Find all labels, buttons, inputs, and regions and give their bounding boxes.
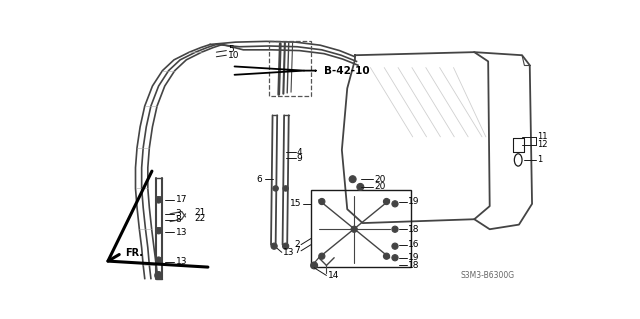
Text: 17: 17	[175, 196, 187, 204]
Text: 13: 13	[175, 228, 187, 237]
Text: 14: 14	[328, 271, 339, 280]
Text: S3M3-B6300G: S3M3-B6300G	[460, 271, 515, 280]
Text: 3: 3	[175, 209, 181, 218]
Circle shape	[351, 226, 357, 232]
Text: 18: 18	[408, 261, 420, 270]
Text: 1: 1	[538, 155, 543, 164]
Circle shape	[312, 264, 316, 267]
Circle shape	[157, 258, 160, 262]
Ellipse shape	[515, 154, 522, 166]
Circle shape	[385, 200, 388, 203]
Circle shape	[394, 228, 397, 231]
Text: 2: 2	[294, 240, 300, 249]
Text: 6: 6	[257, 175, 262, 184]
Text: 20: 20	[374, 182, 385, 191]
Circle shape	[275, 187, 277, 190]
Text: 19: 19	[408, 253, 420, 262]
Circle shape	[156, 197, 162, 203]
Text: B-42-10: B-42-10	[324, 66, 370, 76]
Text: 11: 11	[538, 132, 548, 141]
Text: 5: 5	[228, 45, 234, 54]
Text: 9: 9	[296, 154, 302, 163]
Text: 10: 10	[228, 51, 239, 60]
Text: 8: 8	[175, 216, 181, 225]
Circle shape	[392, 201, 398, 207]
Circle shape	[358, 185, 362, 189]
Circle shape	[319, 198, 325, 204]
Text: 18: 18	[408, 225, 420, 234]
Text: FR.: FR.	[125, 248, 143, 258]
Circle shape	[157, 198, 160, 202]
Circle shape	[319, 253, 325, 259]
Circle shape	[283, 243, 289, 249]
Bar	[269, 41, 311, 96]
Circle shape	[392, 226, 398, 232]
Circle shape	[320, 255, 323, 258]
Circle shape	[155, 271, 163, 279]
Text: 21: 21	[195, 208, 206, 217]
Text: 15: 15	[289, 199, 301, 208]
Text: 4: 4	[296, 148, 302, 157]
Circle shape	[157, 273, 161, 277]
Text: 16: 16	[408, 240, 420, 249]
Circle shape	[284, 245, 287, 248]
Circle shape	[394, 256, 397, 259]
Circle shape	[156, 228, 162, 234]
Circle shape	[394, 245, 397, 248]
Text: 19: 19	[408, 197, 420, 206]
Circle shape	[271, 243, 277, 249]
Circle shape	[394, 202, 397, 205]
Circle shape	[273, 245, 276, 248]
Circle shape	[353, 228, 356, 231]
Circle shape	[157, 229, 160, 232]
Text: 13: 13	[175, 257, 187, 266]
Circle shape	[273, 186, 278, 191]
Circle shape	[392, 255, 398, 261]
Text: 22: 22	[195, 214, 206, 223]
Circle shape	[156, 257, 162, 263]
Circle shape	[392, 243, 398, 249]
Text: 12: 12	[538, 140, 548, 149]
Circle shape	[284, 187, 287, 190]
Bar	[311, 190, 411, 267]
Text: 20: 20	[374, 175, 385, 184]
Circle shape	[283, 186, 289, 191]
Circle shape	[320, 200, 323, 203]
Circle shape	[310, 262, 317, 269]
Circle shape	[351, 177, 355, 181]
Circle shape	[383, 253, 390, 259]
Circle shape	[357, 183, 364, 190]
Text: 13: 13	[284, 248, 295, 257]
Circle shape	[349, 176, 356, 183]
Circle shape	[383, 198, 390, 204]
Circle shape	[385, 255, 388, 258]
Text: 7: 7	[294, 246, 300, 255]
